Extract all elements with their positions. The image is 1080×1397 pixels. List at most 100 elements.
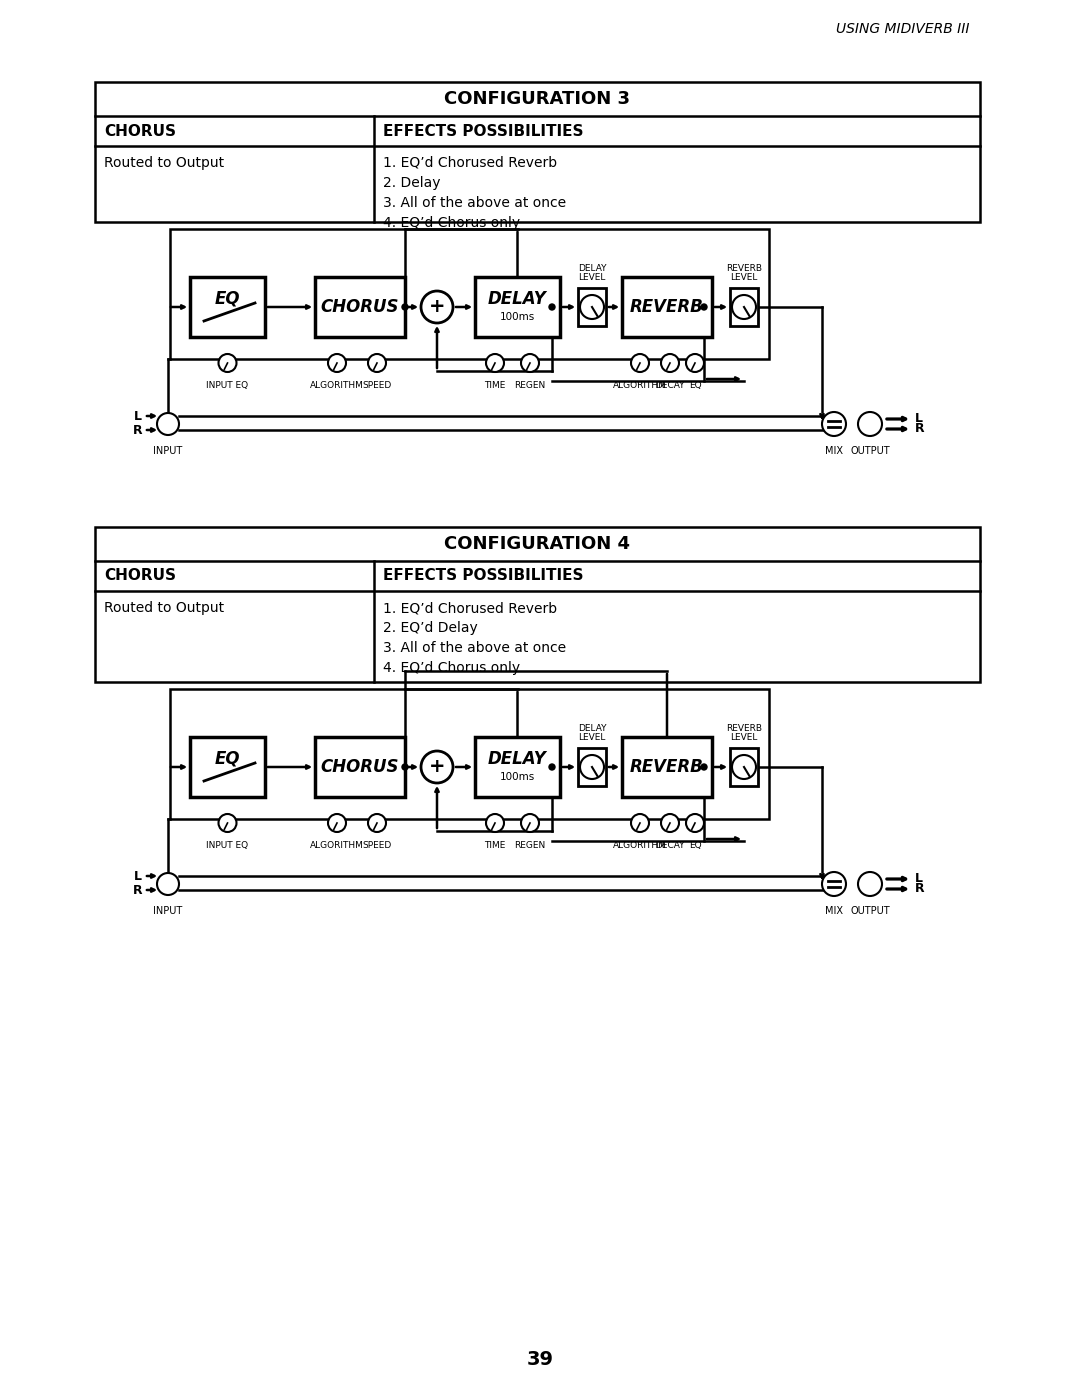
Text: INPUT: INPUT [153,446,183,455]
Text: DELAY: DELAY [578,724,606,733]
Text: 2. EQ’d Delay: 2. EQ’d Delay [382,622,477,636]
Text: OUTPUT: OUTPUT [850,446,890,455]
Text: LEVEL: LEVEL [578,272,606,282]
Text: L: L [134,869,141,883]
Text: +: + [429,757,445,775]
Text: 100ms: 100ms [500,312,535,321]
Bar [190,738,265,798]
Text: CHORUS: CHORUS [104,569,176,584]
Bar [622,277,712,337]
Circle shape [701,764,707,770]
Text: 39: 39 [527,1350,554,1369]
Text: CHORUS: CHORUS [104,123,176,138]
Circle shape [368,814,386,833]
Text: INPUT EQ: INPUT EQ [206,381,248,390]
Bar [170,229,769,359]
Circle shape [732,295,756,319]
Text: EQ: EQ [689,841,701,849]
Text: DELAY: DELAY [488,750,546,768]
Text: R: R [915,422,924,436]
Bar [170,689,769,819]
Circle shape [486,353,504,372]
Bar [475,277,561,337]
Text: EQ: EQ [689,381,701,390]
Text: CHORUS: CHORUS [321,298,400,316]
Circle shape [686,814,704,833]
Circle shape [157,414,179,434]
Text: R: R [133,883,141,897]
Bar [730,747,758,787]
Circle shape [631,353,649,372]
Text: L: L [134,409,141,422]
Circle shape [661,353,679,372]
Text: 4. EQ’d Chorus only: 4. EQ’d Chorus only [382,217,519,231]
Text: USING MIDIVERB III: USING MIDIVERB III [837,22,970,36]
Text: R: R [133,423,141,436]
Text: EFFECTS POSSIBILITIES: EFFECTS POSSIBILITIES [382,569,583,584]
Text: REVERB: REVERB [630,298,704,316]
Text: LEVEL: LEVEL [730,733,758,742]
Text: MIX: MIX [825,907,843,916]
Bar [475,738,561,798]
Bar [730,288,758,326]
Text: SPEED: SPEED [363,381,392,390]
Text: TIME: TIME [484,381,505,390]
Circle shape [822,872,846,895]
Circle shape [549,764,555,770]
Text: LEVEL: LEVEL [578,733,606,742]
Circle shape [631,814,649,833]
Circle shape [661,814,679,833]
Circle shape [701,305,707,310]
Circle shape [549,305,555,310]
Text: 3. All of the above at once: 3. All of the above at once [382,641,566,655]
Text: REVERB: REVERB [726,724,762,733]
Text: INPUT: INPUT [153,907,183,916]
Text: REVERB: REVERB [726,264,762,272]
Text: 100ms: 100ms [500,773,535,782]
Text: EFFECTS POSSIBILITIES: EFFECTS POSSIBILITIES [382,123,583,138]
Text: L: L [915,412,923,426]
Bar [578,288,606,326]
Text: ALGORITHM: ALGORITHM [613,381,667,390]
Text: Routed to Output: Routed to Output [104,156,225,170]
Text: ALGORITHM: ALGORITHM [613,841,667,849]
Text: CONFIGURATION 4: CONFIGURATION 4 [445,535,631,553]
Text: R: R [915,883,924,895]
Circle shape [421,291,453,323]
Text: L: L [915,873,923,886]
Bar [95,82,980,222]
Text: EQ: EQ [215,750,240,768]
Text: ALGORITHM: ALGORITHM [310,381,364,390]
Circle shape [580,295,604,319]
Circle shape [858,412,882,436]
Text: CHORUS: CHORUS [321,759,400,775]
Text: 3. All of the above at once: 3. All of the above at once [382,196,566,210]
Circle shape [368,353,386,372]
Text: OUTPUT: OUTPUT [850,907,890,916]
Circle shape [328,353,346,372]
Circle shape [732,754,756,780]
Circle shape [686,353,704,372]
Text: 2. Delay: 2. Delay [382,176,441,190]
Circle shape [822,412,846,436]
Bar [190,277,265,337]
Text: MIX: MIX [825,446,843,455]
Bar [315,277,405,337]
Circle shape [402,764,408,770]
Circle shape [157,873,179,895]
Text: LEVEL: LEVEL [730,272,758,282]
Text: REGEN: REGEN [514,381,545,390]
Circle shape [421,752,453,782]
Text: EQ: EQ [215,291,240,307]
Text: SPEED: SPEED [363,841,392,849]
Bar [95,527,980,682]
Bar [622,738,712,798]
Text: DELAY: DELAY [488,291,546,307]
Circle shape [580,754,604,780]
Text: ALGORITHM: ALGORITHM [310,841,364,849]
Circle shape [402,305,408,310]
Circle shape [218,353,237,372]
Text: REVERB: REVERB [630,759,704,775]
Text: INPUT EQ: INPUT EQ [206,841,248,849]
Text: DECAY: DECAY [656,841,685,849]
